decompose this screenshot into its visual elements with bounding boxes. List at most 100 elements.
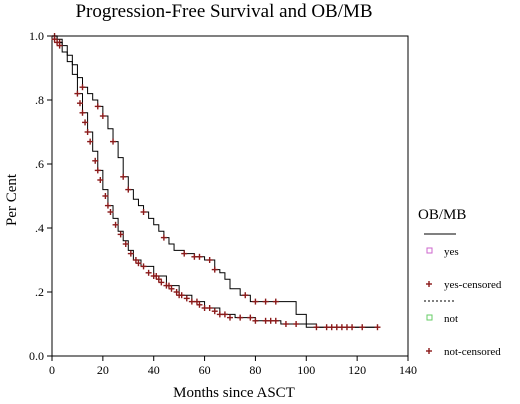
x-tick-label: 140 (399, 363, 417, 377)
x-tick-label: 120 (348, 363, 366, 377)
censor-mark-not (87, 138, 94, 145)
series-layer (51, 33, 381, 331)
censor-mark-yes (206, 257, 213, 263)
chart-title: Progression-Free Survival and OB/MB (75, 1, 372, 22)
censor-mark-not (183, 295, 190, 302)
censor-mark-yes (181, 250, 188, 257)
censor-mark-not (122, 241, 129, 247)
censor-mark-yes (99, 113, 106, 119)
censor-mark-not (338, 324, 345, 331)
censor-mark-not (97, 177, 104, 183)
censor-mark-not (112, 221, 119, 228)
y-axis-label: Per Cent (4, 173, 20, 226)
legend-title: OB/MB (418, 207, 466, 223)
y-tick-label: 0.0 (29, 349, 44, 363)
censor-mark-not (227, 314, 233, 321)
censor-mark-not (158, 279, 165, 286)
censor-mark-not (51, 36, 58, 43)
censor-mark-not (343, 324, 350, 331)
x-tick-label: 0 (49, 363, 55, 377)
x-axis-ticks: 0 20 40 60 80 100 120 140 (49, 356, 417, 377)
censor-mark-yes (191, 253, 198, 260)
legend-marker-not (426, 314, 433, 321)
legend-label-not-censored: not-censored (444, 346, 501, 358)
censor-mark-not (135, 260, 142, 267)
censor-mark-not (92, 157, 99, 164)
legend-label-yes: yes (444, 246, 459, 258)
censor-mark-not (359, 324, 366, 331)
censor-mark-not (56, 42, 63, 49)
legend-marker-not-censored (426, 348, 432, 354)
censor-mark-not (140, 263, 147, 270)
censor-mark-not (107, 209, 114, 215)
censor-mark-not (349, 324, 356, 331)
censor-mark-not (168, 285, 175, 292)
censor-mark-not (374, 324, 381, 331)
censor-mark-not (313, 324, 320, 331)
x-tick-label: 80 (249, 363, 261, 377)
censor-mark-not (272, 317, 279, 324)
censor-mark-not (267, 317, 274, 324)
censor-mark-yes (272, 298, 279, 305)
legend-label-not: not (444, 313, 458, 325)
censor-mark-yes (211, 266, 218, 273)
censor-mark-not (211, 308, 218, 315)
censor-mark-not (206, 305, 213, 311)
censor-mark-not (262, 317, 269, 324)
censor-mark-not (173, 289, 180, 295)
plot-frame (51, 35, 409, 357)
censor-mark-not (145, 269, 152, 276)
censor-mark-not (82, 119, 89, 126)
censor-mark-not (188, 298, 195, 305)
y-tick-label: .6 (35, 157, 44, 171)
y-tick-label: .8 (35, 93, 44, 107)
censor-mark-not (79, 109, 86, 116)
censor-mark-yes (262, 298, 269, 305)
censor-mark-not (132, 257, 139, 263)
censor-mark-not (127, 250, 134, 257)
censor-mark-yes (160, 234, 167, 241)
censor-mark-not (84, 129, 91, 135)
x-tick-label: 20 (97, 363, 109, 377)
x-tick-label: 60 (199, 363, 211, 377)
censor-mark-not (117, 231, 124, 238)
censor-mark-not (165, 282, 172, 289)
censor-mark-not (178, 292, 185, 299)
censor-mark-yes (196, 253, 203, 260)
censor-mark-yes (94, 103, 101, 110)
censor-mark-yes (125, 186, 132, 193)
censor-mark-not (201, 305, 208, 311)
censor-mark-yes (79, 84, 86, 91)
censor-mark-not (216, 311, 223, 318)
y-axis-ticks: 0.0 .2 .4 .6 .8 1.0 (29, 29, 52, 363)
x-axis-label: Months since ASCT (173, 385, 295, 401)
censor-mark-yes (242, 292, 249, 299)
censor-mark-not (54, 39, 61, 46)
censor-mark-not (328, 324, 335, 331)
censor-mark-yes (140, 209, 147, 215)
censor-mark-not (76, 100, 83, 107)
censor-mark-not (155, 276, 162, 283)
censor-mark-not (196, 301, 203, 308)
censor-mark-yes (110, 138, 117, 145)
x-tick-label: 40 (148, 363, 160, 377)
censor-mark-not (193, 298, 200, 305)
censor-mark-not (252, 317, 259, 324)
legend-marker-yes-censored (426, 281, 432, 287)
legend: OB/MB yes yes-censored not not-censored (418, 207, 502, 358)
censor-mark-not (282, 321, 289, 327)
censor-mark-not (333, 324, 340, 331)
y-tick-label: .4 (35, 221, 44, 235)
censor-mark-not (293, 321, 300, 327)
censor-mark-yes (120, 173, 127, 180)
censor-mark-not (153, 273, 160, 279)
x-tick-label: 100 (297, 363, 315, 377)
censor-mark-not (237, 314, 244, 321)
y-tick-label: 1.0 (29, 29, 44, 43)
censor-mark-not (323, 324, 330, 331)
censor-mark-yes (252, 298, 259, 305)
censor-mark-not (221, 311, 228, 318)
censor-mark-not (104, 202, 111, 209)
legend-label-yes-censored: yes-censored (444, 279, 502, 291)
